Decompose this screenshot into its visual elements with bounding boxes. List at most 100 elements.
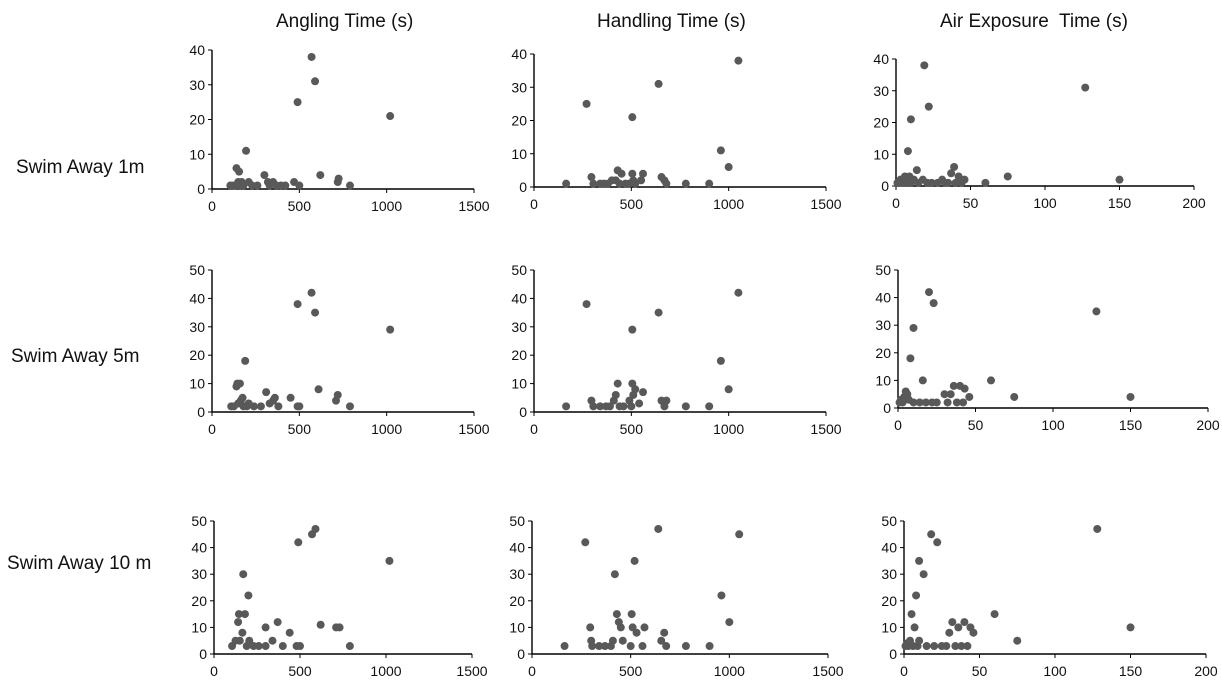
data-point — [724, 163, 733, 172]
data-point — [586, 623, 595, 632]
column-title-angling: Angling Time (s) — [276, 11, 414, 32]
data-point — [969, 628, 978, 637]
x-tick-label: 0 — [892, 195, 900, 211]
data-point — [912, 591, 921, 600]
row-label-swim-away-1m: Swim Away 1m — [16, 157, 145, 178]
data-point — [616, 623, 625, 632]
data-point — [960, 618, 969, 627]
data-point — [954, 623, 963, 632]
data-point — [385, 556, 394, 565]
x-tick-label: 0 — [210, 663, 218, 679]
data-point — [906, 354, 915, 363]
data-point — [945, 628, 954, 637]
data-point — [960, 175, 969, 184]
y-tick-label: 40 — [881, 540, 897, 556]
y-tick-label: 0 — [197, 404, 205, 420]
y-tick-label: 30 — [873, 83, 889, 99]
x-tick-label: 200 — [1196, 417, 1220, 433]
x-tick-label: 150 — [1119, 663, 1143, 679]
x-tick-label: 1500 — [810, 196, 841, 212]
data-point — [311, 77, 320, 86]
y-tick-label: 40 — [875, 290, 891, 306]
y-tick-label: 40 — [189, 290, 205, 306]
data-point — [235, 379, 244, 388]
row-label-swim-away-5m: Swim Away 5m — [11, 346, 140, 367]
y-tick-label: 0 — [889, 646, 897, 662]
data-point — [963, 642, 972, 651]
data-point — [960, 384, 969, 393]
data-point — [261, 642, 270, 651]
data-point — [316, 171, 325, 180]
data-point — [932, 398, 941, 407]
x-tick-label: 50 — [972, 663, 988, 679]
y-tick-label: 30 — [189, 319, 205, 335]
data-point — [601, 642, 610, 651]
data-point — [615, 179, 624, 188]
data-point — [273, 618, 282, 627]
x-tick-label: 1000 — [713, 421, 744, 437]
data-point — [925, 288, 933, 297]
data-point — [705, 642, 714, 651]
data-point — [627, 402, 636, 411]
data-point — [943, 398, 952, 407]
data-point — [293, 300, 302, 309]
data-point — [1093, 524, 1102, 533]
data-point — [918, 376, 927, 385]
data-point — [912, 166, 921, 175]
y-tick-label: 10 — [189, 376, 205, 392]
y-tick-label: 30 — [189, 77, 205, 93]
data-point — [933, 538, 942, 547]
x-tick-label: 0 — [208, 421, 216, 437]
y-tick-label: 40 — [873, 51, 889, 67]
data-point — [909, 323, 918, 332]
data-point — [681, 179, 690, 188]
y-tick-label: 30 — [511, 79, 527, 95]
y-tick-label: 20 — [191, 593, 207, 609]
data-point — [635, 399, 644, 408]
y-tick-label: 10 — [191, 619, 207, 635]
data-point — [241, 356, 250, 365]
y-tick-label: 30 — [509, 566, 525, 582]
data-point — [906, 115, 915, 124]
y-tick-label: 0 — [517, 646, 525, 662]
y-tick-label: 0 — [199, 646, 207, 662]
data-point — [582, 300, 591, 309]
data-point — [261, 623, 270, 632]
data-point — [662, 179, 671, 188]
x-tick-label: 500 — [619, 663, 643, 679]
data-point — [903, 147, 912, 156]
y-tick-label: 10 — [873, 146, 889, 162]
data-point — [981, 178, 990, 187]
data-point — [951, 178, 960, 187]
y-tick-label: 40 — [509, 540, 525, 556]
data-point — [260, 171, 269, 180]
x-tick-label: 50 — [968, 417, 984, 433]
data-point — [724, 385, 733, 394]
data-point — [244, 591, 253, 600]
data-point — [654, 308, 663, 317]
y-tick-label: 40 — [189, 42, 205, 58]
data-point — [954, 172, 963, 181]
data-point — [611, 390, 620, 399]
data-point — [632, 628, 641, 637]
data-point — [562, 179, 571, 188]
data-point — [307, 288, 316, 297]
y-tick-label: 30 — [511, 319, 527, 335]
data-point — [240, 610, 249, 619]
y-tick-label: 20 — [881, 593, 897, 609]
data-point — [628, 169, 637, 178]
data-point — [919, 570, 928, 579]
data-point — [333, 390, 342, 399]
data-point — [940, 390, 949, 399]
y-tick-label: 0 — [883, 400, 891, 416]
data-point — [581, 538, 590, 547]
data-point — [582, 99, 591, 108]
data-point — [254, 642, 263, 651]
data-point — [638, 642, 647, 651]
x-tick-label: 100 — [1041, 417, 1065, 433]
data-point — [386, 112, 395, 121]
data-point — [588, 642, 597, 651]
data-point — [281, 181, 290, 190]
y-tick-label: 40 — [191, 540, 207, 556]
